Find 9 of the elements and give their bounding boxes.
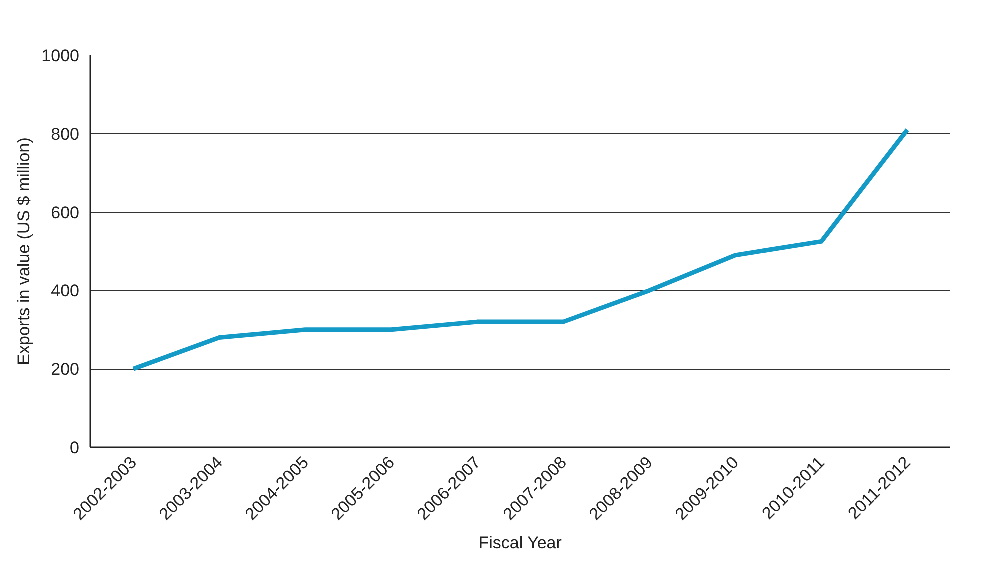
y-tick-label: 200 (51, 360, 80, 380)
x-axis-title: Fiscal Year (478, 533, 562, 552)
y-tick-label: 600 (51, 203, 80, 222)
y-tick-label: 400 (51, 282, 80, 301)
y-tick-label: 800 (51, 124, 80, 144)
y-axis-title: Exports in value (US $ million) (14, 138, 34, 366)
y-tick-label: 0 (70, 438, 80, 458)
y-tick-label: 1000 (42, 46, 80, 66)
line-series (131, 128, 910, 372)
